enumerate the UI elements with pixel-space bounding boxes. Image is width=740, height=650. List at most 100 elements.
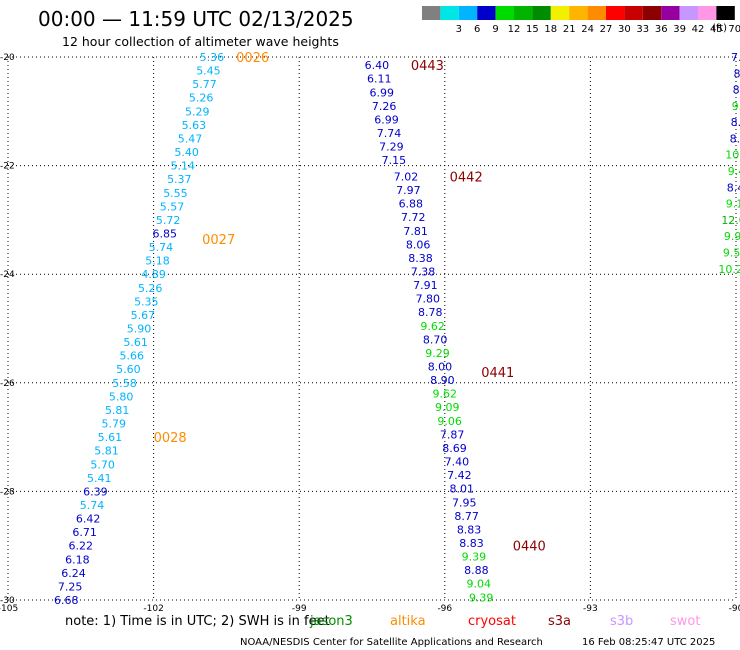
wave-height-value: 9.62	[433, 388, 458, 401]
legend-bin-label: 6	[474, 24, 480, 35]
wave-height-value: 10.1	[725, 149, 740, 162]
footer-note: note: 1) Time is in UTC; 2) SWH is in fe…	[65, 614, 330, 629]
legend-swatch	[532, 6, 551, 20]
track-pass-label: 0028	[154, 431, 187, 446]
wave-height-value: 7.74	[377, 127, 402, 140]
wave-height-value: 6.18	[65, 553, 90, 566]
legend-bin-label: 39	[673, 24, 686, 35]
legend-swatch	[569, 6, 588, 20]
legend-bin-label: 18	[544, 24, 557, 35]
wave-height-value: 5.35	[134, 295, 159, 308]
wave-height-value: 7.38	[411, 265, 436, 278]
wave-height-value: 5.66	[120, 350, 145, 363]
wave-height-value: 9.62	[420, 320, 445, 333]
wave-height-value: 5.61	[98, 431, 123, 444]
lat-tick-label: -26	[0, 379, 15, 389]
wave-height-value: 5.61	[123, 336, 148, 349]
wave-height-value: 9.39	[469, 591, 494, 604]
wave-height-value: 5.81	[94, 445, 119, 458]
legend-swatch	[440, 6, 459, 20]
satellite-name: cryosat	[468, 614, 516, 629]
track-pass-label: 0027	[202, 233, 235, 248]
wave-height-value: 5.37	[167, 173, 192, 186]
lon-tick-label: -90	[729, 604, 740, 614]
wave-height-value: 7.40	[445, 456, 470, 469]
wave-height-value: 7.81	[403, 225, 428, 238]
wave-height-value: 12.0	[721, 214, 740, 227]
wave-height-value: 10.2	[718, 263, 740, 276]
wave-height-value: 6.99	[369, 86, 394, 99]
wave-height-value: 9.06	[437, 415, 462, 428]
wave-height-value: 5.55	[163, 187, 188, 200]
wave-height-value: 8.5	[734, 67, 740, 80]
wave-height-value: 5.70	[90, 458, 115, 471]
wave-height-value: 7.97	[396, 184, 421, 197]
legend-unit-label: (ft)	[712, 23, 727, 34]
wave-height-value: 9.1	[726, 198, 740, 211]
wave-height-value: 8.38	[408, 252, 433, 265]
lon-tick-label: -93	[583, 604, 598, 614]
wave-height-value: 9.9	[724, 230, 740, 243]
wave-height-value: 9.09	[435, 401, 460, 414]
track-pass-label: 0026	[236, 51, 269, 66]
wave-height-value: 5.74	[80, 499, 105, 512]
wave-height-value: 7.42	[447, 469, 472, 482]
wave-height-value: 8.01	[450, 483, 475, 496]
wave-height-value: 9.2	[732, 100, 740, 113]
footer-timestamp: 16 Feb 08:25:47 UTC 2025	[582, 637, 715, 648]
wave-height-value: 6.24	[61, 567, 86, 580]
legend-swatch	[477, 6, 496, 20]
wave-height-value: 8.83	[459, 537, 484, 550]
wave-height-value: 8.7	[731, 116, 740, 129]
wave-height-value: 5.41	[87, 472, 112, 485]
lon-tick-label: -99	[292, 604, 307, 614]
wave-height-value: 8.4	[727, 181, 740, 194]
page-subtitle: 12 hour collection of altimeter wave hei…	[62, 34, 339, 49]
legend-bin-label: 70	[728, 24, 740, 35]
legend-swatch	[716, 6, 735, 20]
wave-height-value: 5.47	[178, 132, 203, 145]
wave-height-value: 9.39	[462, 551, 487, 564]
wave-height-value: 8.83	[457, 523, 482, 536]
legend-swatch	[679, 6, 698, 20]
map-grid	[7, 56, 737, 601]
wave-height-value: 7.02	[394, 170, 419, 183]
lat-tick-label: -24	[0, 270, 15, 280]
wave-height-value: 5.18	[145, 255, 170, 268]
wave-height-value: 7.15	[382, 154, 407, 167]
legend-swatch	[587, 6, 606, 20]
wave-height-value: 8.77	[454, 510, 479, 523]
legend-bin-label: 21	[563, 24, 576, 35]
legend-bin-label: 15	[526, 24, 539, 35]
wave-height-value: 9.29	[425, 347, 450, 360]
legend-bin-label: 42	[692, 24, 705, 35]
wave-height-value: 7.59	[731, 51, 740, 64]
wave-height-value: 7.72	[401, 211, 426, 224]
satellite-name: altika	[390, 614, 426, 629]
legend-swatch	[624, 6, 643, 20]
wave-height-value: 7.29	[379, 141, 404, 154]
wave-height-value: 5.74	[149, 241, 174, 254]
wave-height-value: 5.79	[102, 418, 127, 431]
wave-height-value: 6.40	[365, 59, 390, 72]
wave-height-value: 5.80	[109, 390, 134, 403]
wave-height-value: 6.99	[374, 113, 399, 126]
satellite-legend: jason3 altika cryosat s3a s3b swot	[309, 614, 700, 629]
wave-height-value: 6.71	[72, 526, 97, 539]
wave-height-value: 8.69	[442, 442, 467, 455]
altimeter-tracks: 5.365.455.775.265.295.635.475.405.145.37…	[54, 51, 740, 607]
legend-swatch	[550, 6, 570, 20]
page-title: 00:00 — 11:59 UTC 02/13/2025	[38, 7, 354, 31]
wave-height-value: 8.0	[733, 84, 740, 97]
wave-height-value: 9.04	[467, 578, 492, 591]
legend-swatch	[458, 6, 478, 20]
lat-tick-label: -22	[0, 162, 15, 172]
legend-bin-label: 24	[581, 24, 594, 35]
wave-height-value: 6.42	[76, 513, 101, 526]
legend-swatch	[698, 6, 717, 20]
wave-height-value: 6.85	[153, 227, 178, 240]
track-pass-label: 0443	[411, 59, 444, 74]
wave-height-value: 5.26	[189, 92, 214, 105]
wave-height-value: 8.78	[418, 306, 443, 319]
legend-swatch	[661, 6, 680, 20]
